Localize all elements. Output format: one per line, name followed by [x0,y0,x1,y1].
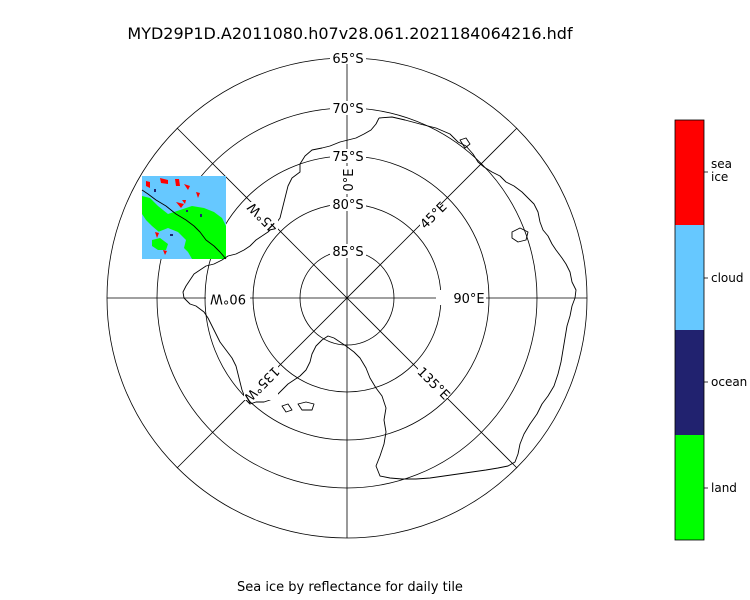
map-title: MYD29P1D.A2011080.h07v28.061.20211840642… [127,24,573,43]
tile-land [142,196,226,259]
legend-label-sea-ice: sea ice [711,157,736,184]
tile-ocean-specks [154,189,202,236]
legend-label-land: land [711,481,737,495]
lon-label-90w: 90°W [210,291,246,306]
coastline-island-north [459,137,471,149]
meridian-45e-135w [176,127,518,469]
antarctica-coastline [141,116,577,480]
lon-label-90e: 90°E [453,292,484,307]
map-caption: Sea ice by reflectance for daily tile [237,580,463,595]
lat-label-65s: 65°S [332,52,363,67]
tile-land-island [152,238,168,250]
longitude-labels: 0°E 90°E 90°W 45°E 135°E 45°W 135°W [206,166,486,405]
coastline-west-antarctica [182,235,263,401]
lat-label-75s: 75°S [332,150,363,165]
lat-label-85s: 85°S [332,245,363,260]
legend-swatch-land [675,435,704,540]
data-tile [142,176,226,259]
lon-label-0e: 0°E [342,169,357,192]
legend-label-ocean: ocean [711,375,747,389]
coastline-island-ross [281,403,293,413]
tile-cloud-inlet [158,228,186,248]
lat-label-70s: 70°S [332,102,363,117]
coastline-ross-side [245,335,335,405]
legend-swatch-cloud [675,225,704,330]
lat-label-80s: 80°S [332,198,363,213]
coastline-ice-shelf [297,401,315,411]
graticule [106,57,588,539]
legend-swatch-ocean [675,330,704,435]
latitude-labels: 65°S 70°S 75°S 80°S 85°S [330,52,366,260]
coastline-peninsula [141,189,227,260]
colorbar-frame [674,119,705,541]
coastline-east-upper [261,117,380,237]
coastline-island-east [511,227,529,243]
tile-sea-ice [146,178,200,255]
legend-swatch-sea-ice [675,120,704,225]
coastline-east-antarctica [333,116,577,480]
legend-label-cloud: cloud [711,271,744,285]
colorbar-legend: sea ice cloud ocean land [674,119,747,541]
